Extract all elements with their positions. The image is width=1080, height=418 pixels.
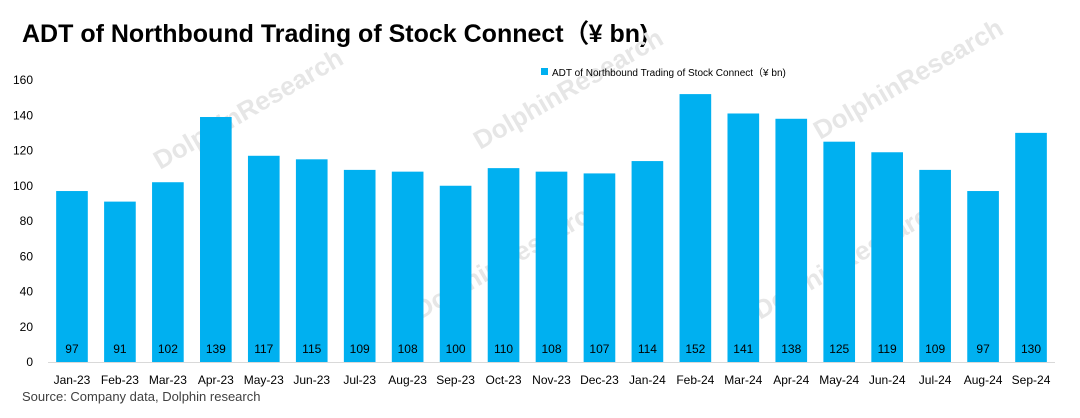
- bar: [823, 141, 856, 362]
- data-label: 119: [878, 342, 897, 356]
- data-label: 102: [158, 342, 178, 356]
- bars-layer: 97 91 102 139 117 115 109 108 100 110 108 107 114 152…: [56, 94, 1047, 363]
- bar: [535, 171, 568, 362]
- x-tick-label: May-23: [244, 373, 284, 387]
- watermark-text: DolphinResearch: [808, 12, 1008, 145]
- data-label: 130: [1021, 342, 1041, 356]
- x-tick-label: Jan-23: [54, 373, 91, 387]
- x-tick-label: Oct-23: [486, 373, 522, 387]
- bar: [871, 152, 903, 362]
- x-tick-label: Mar-24: [724, 373, 762, 387]
- data-label: 115: [302, 342, 321, 356]
- x-tick-label: Jun-23: [293, 373, 330, 387]
- data-label: 109: [350, 342, 370, 356]
- bar: [775, 118, 808, 363]
- bar: [919, 169, 951, 362]
- x-tick-label: Feb-23: [101, 373, 139, 387]
- x-tick-label: Mar-23: [149, 373, 187, 387]
- y-axis: 0 20 40 60 80 100 120 140 160: [13, 73, 33, 369]
- x-tick-label: Aug-23: [388, 373, 427, 387]
- bar: [152, 182, 184, 362]
- watermark-text: DolphinResearch: [468, 22, 668, 155]
- bar: [391, 171, 424, 362]
- x-tick-label: Apr-24: [773, 373, 809, 387]
- bar: [247, 155, 280, 362]
- data-label: 91: [113, 342, 127, 356]
- data-label: 139: [206, 342, 226, 356]
- bar: [967, 191, 999, 362]
- bar: [439, 185, 472, 362]
- data-label: 117: [254, 342, 273, 356]
- x-tick-label: Nov-23: [532, 373, 571, 387]
- bar: [679, 94, 712, 362]
- data-label: 114: [638, 342, 657, 356]
- bar: [1015, 132, 1047, 362]
- bar: [200, 117, 232, 362]
- x-tick-label: Aug-24: [964, 373, 1003, 387]
- bar: [487, 168, 520, 362]
- y-tick-label: 100: [13, 179, 33, 193]
- x-tick-label: Dec-23: [580, 373, 619, 387]
- bar: [583, 173, 616, 362]
- bar: [56, 191, 88, 362]
- x-tick-label: Jul-24: [919, 373, 952, 387]
- data-label: 138: [781, 342, 801, 356]
- data-label: 110: [494, 342, 513, 356]
- bar: [104, 201, 136, 362]
- data-label: 107: [589, 342, 609, 356]
- x-tick-label: Sep-24: [1012, 373, 1051, 387]
- x-tick-label: Sep-23: [436, 373, 475, 387]
- legend: ADT of Northbound Trading of Stock Conne…: [541, 64, 786, 79]
- y-tick-label: 60: [20, 249, 34, 263]
- bar: [343, 169, 376, 362]
- legend-swatch: [541, 68, 548, 75]
- legend-label: ADT of Northbound Trading of Stock Conne…: [552, 68, 786, 79]
- data-label: 109: [925, 342, 945, 356]
- x-tick-label: Apr-23: [198, 373, 234, 387]
- x-axis: Jan-23 Feb-23 Mar-23 Apr-23 May-23 Jun-23 Jul-…: [48, 362, 1055, 387]
- y-tick-label: 140: [13, 108, 33, 122]
- source-note: Source: Company data, Dolphin research: [22, 389, 261, 404]
- x-tick-label: Jul-23: [343, 373, 376, 387]
- y-tick-label: 40: [20, 285, 34, 299]
- y-tick-label: 120: [13, 144, 33, 158]
- y-tick-label: 80: [20, 214, 34, 228]
- x-tick-label: Jan-24: [629, 373, 666, 387]
- y-tick-label: 20: [20, 320, 34, 334]
- data-label: 141: [733, 342, 753, 356]
- x-tick-label: Feb-24: [676, 373, 714, 387]
- bar: [295, 159, 328, 362]
- data-label: 125: [829, 342, 849, 356]
- data-label: 97: [65, 342, 79, 356]
- data-label: 97: [976, 342, 990, 356]
- bar: [727, 113, 760, 362]
- data-label: 100: [446, 342, 466, 356]
- x-tick-label: May-24: [819, 373, 859, 387]
- data-label: 152: [685, 342, 705, 356]
- data-label: 108: [541, 342, 561, 356]
- chart-title: ADT of Northbound Trading of Stock Conne…: [22, 20, 649, 48]
- watermark-text: DolphinResearch: [148, 42, 348, 175]
- y-tick-label: 0: [26, 355, 33, 369]
- bar: [631, 161, 664, 362]
- x-tick-label: Jun-24: [869, 373, 906, 387]
- y-tick-label: 160: [13, 73, 33, 87]
- data-label: 108: [398, 342, 418, 356]
